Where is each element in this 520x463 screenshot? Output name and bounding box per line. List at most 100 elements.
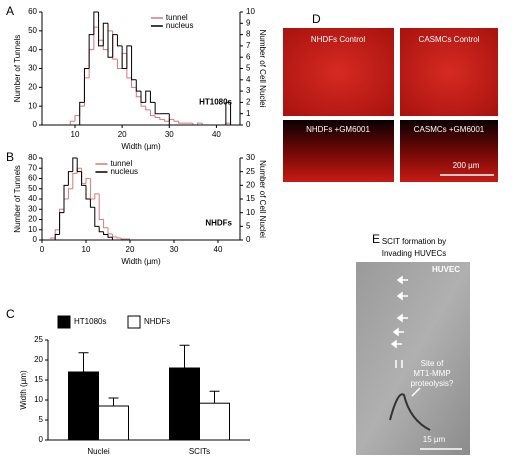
image-label: HUVEC <box>432 265 460 274</box>
legend-label: tunnel <box>110 159 132 168</box>
error-bar <box>179 344 190 368</box>
histogram-step <box>107 234 113 238</box>
histogram-step <box>83 77 90 107</box>
bar <box>169 367 200 441</box>
x-tick-label: SCITs <box>189 447 210 456</box>
histogram-step <box>225 101 231 125</box>
bar <box>98 405 129 441</box>
histogram-step <box>79 105 85 116</box>
y2-tick-label: 1 <box>246 109 251 118</box>
histogram-step <box>54 234 60 240</box>
x-tick-label: 20 <box>118 130 127 139</box>
y-axis-label: Number of Tunnels <box>13 35 22 103</box>
error-bar <box>209 390 220 404</box>
y-tick-label: 60 <box>28 7 37 16</box>
y-tick-label: 10 <box>28 101 37 110</box>
histogram-step <box>89 199 95 208</box>
histogram-step <box>140 96 146 107</box>
y2-tick-label: 4 <box>246 75 251 84</box>
histogram-step <box>112 34 118 58</box>
histogram-step <box>85 185 91 200</box>
histogram-step <box>94 207 100 227</box>
y2-axis-label: Number of Cell Nuclei <box>258 160 267 238</box>
image-note: proteolysis? <box>411 379 454 388</box>
histogram-step <box>67 188 73 199</box>
panel-letter: E <box>372 232 380 246</box>
y-tick-label: 80 <box>28 153 37 162</box>
panel-letter: D <box>312 12 321 26</box>
x-tick-label: 40 <box>212 130 221 139</box>
histogram-step <box>102 40 108 51</box>
histogram-step <box>145 90 151 103</box>
error-bar <box>108 397 119 406</box>
y2-tick-label: 9 <box>246 18 251 27</box>
histogram-step <box>98 12 104 47</box>
micrograph <box>400 28 498 116</box>
histogram-step <box>88 49 94 78</box>
x-axis-label: Width (µm) <box>121 142 161 151</box>
histogram-step <box>168 113 174 126</box>
y-tick-label: 25 <box>34 335 43 344</box>
y-tick-label: 50 <box>28 184 37 193</box>
y2-tick-label: 30 <box>246 153 255 162</box>
histogram-step <box>154 115 160 118</box>
y2-tick-label: 2 <box>246 98 251 107</box>
micrograph <box>356 262 470 455</box>
legend-label: HT1080s <box>74 317 106 326</box>
histogram-step <box>149 91 156 103</box>
histogram-step <box>74 115 80 122</box>
panel-letter: B <box>6 150 14 164</box>
histogram-step <box>111 237 117 241</box>
histogram-step <box>197 122 203 125</box>
histogram-step <box>72 157 78 172</box>
y-tick-label: 40 <box>28 45 37 54</box>
y2-tick-label: 20 <box>246 180 255 189</box>
histogram-step <box>54 229 60 238</box>
image-label: CASMCs +GM6001 <box>414 125 485 134</box>
image-label: CASMCs Control <box>419 35 480 44</box>
x-tick-label: 30 <box>170 245 179 254</box>
histogram-step <box>107 23 113 58</box>
histogram-step <box>63 184 69 213</box>
y2-axis-label: Number of Cell Nuclei <box>258 30 267 108</box>
y2-tick-label: 10 <box>246 208 255 217</box>
histogram-step <box>116 236 122 239</box>
bar <box>68 371 99 441</box>
histogram-step <box>126 45 132 69</box>
histogram-step <box>149 109 156 117</box>
y-tick-label: 60 <box>28 174 37 183</box>
histogram-step <box>88 34 94 69</box>
image-label: NHDFs +GM6001 <box>306 125 370 134</box>
y2-tick-label: 6 <box>246 52 251 61</box>
y2-tick-label: 3 <box>246 86 251 95</box>
y2-tick-label: 7 <box>246 41 251 50</box>
histogram-step <box>121 45 127 69</box>
histogram-step <box>94 193 100 199</box>
x-tick-label: 0 <box>40 245 45 254</box>
y-axis-label: Number of Tunnels <box>13 165 22 233</box>
y2-tick-label: 25 <box>246 167 255 176</box>
legend-label: NHDFs <box>144 317 170 326</box>
y-axis-label: Width (µm) <box>19 370 28 410</box>
scale-label: 15 µm <box>423 435 446 444</box>
y-tick-label: 5 <box>39 415 44 424</box>
y-tick-label: 15 <box>34 375 43 384</box>
bar <box>199 402 230 441</box>
panel-letter: C <box>6 307 15 321</box>
histogram-step <box>145 106 151 111</box>
x-tick-label: 10 <box>71 130 80 139</box>
histogram-step <box>111 233 117 238</box>
cell-outline <box>389 393 431 431</box>
y2-tick-label: 10 <box>246 7 255 16</box>
histogram-step <box>164 119 170 122</box>
x-tick-label: 20 <box>126 245 135 254</box>
histogram-step <box>135 87 141 98</box>
y-tick-label: 30 <box>28 64 37 73</box>
histogram-step <box>93 11 99 35</box>
histogram-step <box>69 120 75 125</box>
histogram-step <box>59 212 64 235</box>
y2-tick-label: 8 <box>246 30 251 39</box>
histogram-step <box>98 27 104 41</box>
micrograph <box>283 120 394 182</box>
